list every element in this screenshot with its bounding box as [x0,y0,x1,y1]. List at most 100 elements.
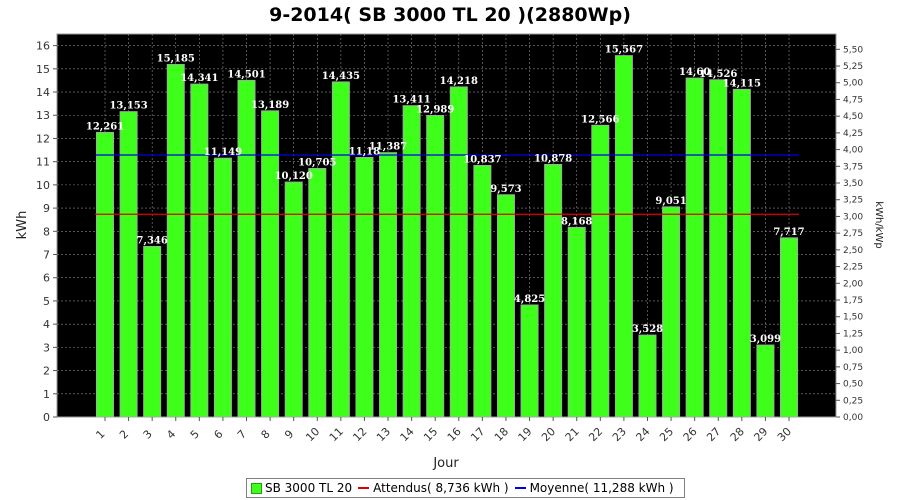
bar-label-day-8: 13,189 [251,100,289,111]
bar-day-26 [685,77,704,418]
bar-label-day-3: 7,346 [137,235,168,246]
legend-label-average: Moyenne( 11,288 kWh ) [529,481,674,495]
x-tick-label: 29 [751,425,770,444]
y-tick-label: 8 [43,225,50,238]
x-tick-label: 3 [141,427,155,441]
bar-day-15 [426,114,445,418]
x-tick-label: 26 [681,425,700,444]
bar-day-11 [331,81,350,418]
x-tick-label: 5 [188,427,202,441]
y-right-tick-label: 4,75 [843,95,863,105]
y-right-tick-label: 0,50 [843,380,863,390]
bar-day-3 [143,245,162,418]
bar-label-day-14: 13,411 [392,95,430,106]
bar-day-1 [96,131,114,418]
y-tick-label: 1 [43,388,50,401]
x-tick-label: 25 [657,425,676,444]
bar-label-day-15: 12,989 [416,104,454,115]
y-tick-label: 6 [43,272,50,285]
y-tick-label: 0 [43,411,50,424]
bar-label-day-1: 12,261 [86,121,124,132]
bar-day-10 [308,168,327,418]
legend-item-expected: Attendus( 8,736 kWh ) [358,481,509,495]
bar-day-22 [591,124,610,418]
x-tick-label: 9 [282,427,296,441]
bar-day-7 [237,79,256,418]
bar-label-day-20: 10,878 [534,153,572,164]
bar-day-30 [780,237,798,418]
y-tick-label: 14 [36,86,50,99]
x-tick-label: 20 [539,425,558,444]
bar-label-day-18: 9,573 [490,184,521,195]
x-tick-label: 16 [445,425,464,444]
bar-day-5 [190,83,209,418]
bar-day-23 [614,55,633,418]
y-right-tick-label: 0,25 [843,396,863,406]
y-right-tick-label: 1,75 [843,296,863,306]
legend: SB 3000 TL 20 Attendus( 8,736 kWh ) Moye… [246,478,685,498]
chart-title: 9-2014( SB 3000 TL 20 )(2880Wp) [269,4,631,26]
y-tick-label: 15 [36,63,50,76]
y-right-tick-label: 5,00 [843,79,863,89]
x-tick-label: 7 [235,427,249,441]
y-right-tick-label: 4,50 [843,112,863,122]
y-right-tick-label: 3,75 [843,162,863,172]
y-axis-right: 0,00 0,25 0,50 0,75 1,00 1,25 1,50 1,75 2,00 2,25… [836,45,863,423]
legend-item-production: SB 3000 TL 20 [251,481,352,495]
bar-label-day-16: 14,218 [440,76,478,87]
y-right-tick-label: 2,75 [843,229,863,239]
legend-label-expected: Attendus( 8,736 kWh ) [373,481,509,495]
y-tick-label: 16 [36,40,50,53]
bar-label-day-7: 14,501 [227,69,265,80]
bar-value-labels: 12,261 13,153 7,346 15,185 14,341 11,149 14,50… [86,45,805,345]
bar-day-9 [284,181,303,418]
x-tick-label: 2 [117,427,131,441]
y-tick-label: 5 [43,295,50,308]
legend-swatch-expected [358,487,370,489]
y-right-tick-label: 3,50 [843,179,863,189]
bar-label-day-9: 10,120 [275,171,313,182]
bar-label-day-13: 11,387 [369,142,407,153]
y-axis-label: kWh [15,211,30,240]
x-axis-label: Jour [432,456,459,471]
x-tick-label: 12 [350,425,369,444]
y-tick-label: 9 [43,202,50,215]
x-tick-label: 30 [775,425,794,444]
bar-label-day-17: 10,837 [463,154,501,165]
y-tick-label: 11 [36,156,50,169]
x-tick-label: 19 [516,425,535,444]
bar-label-day-22: 12,566 [581,114,619,125]
y-right-tick-label: 5,50 [843,45,863,55]
x-tick-label: 23 [610,425,629,444]
y-right-tick-label: 1,00 [843,346,863,356]
plot-area [56,33,837,418]
y-right-tick-label: 4,00 [843,146,863,156]
bar-label-day-29: 3,099 [750,334,781,345]
legend-item-average: Moyenne( 11,288 kWh ) [514,481,674,495]
bar-day-2 [119,111,138,418]
bar-day-21 [567,226,586,418]
reference-lines [95,154,799,215]
y-tick-label: 10 [36,179,50,192]
bar-day-25 [662,206,681,418]
bar-day-29 [756,344,775,418]
y-right-tick-label: 2,25 [843,263,863,273]
bar-day-28 [732,88,751,418]
x-tick-label: 22 [586,425,605,444]
y-right-tick-label: 2,50 [843,246,863,256]
y-tick-label: 4 [43,318,50,331]
x-tick-label: 17 [468,425,487,444]
x-tick-label: 10 [303,425,322,444]
y-right-tick-label: 4,25 [843,129,863,139]
bar-label-day-25: 9,051 [655,196,686,207]
bar-label-day-12: 11,18 [349,146,380,157]
y-tick-label: 2 [43,365,50,378]
y-right-tick-label: 5,25 [843,62,863,72]
y-right-tick-label: 0,00 [843,413,863,423]
bar-day-6 [213,157,232,418]
bar-label-day-5: 14,341 [180,73,218,84]
bar-label-day-11: 14,435 [322,71,360,82]
bar-label-day-30: 7,717 [773,227,804,238]
